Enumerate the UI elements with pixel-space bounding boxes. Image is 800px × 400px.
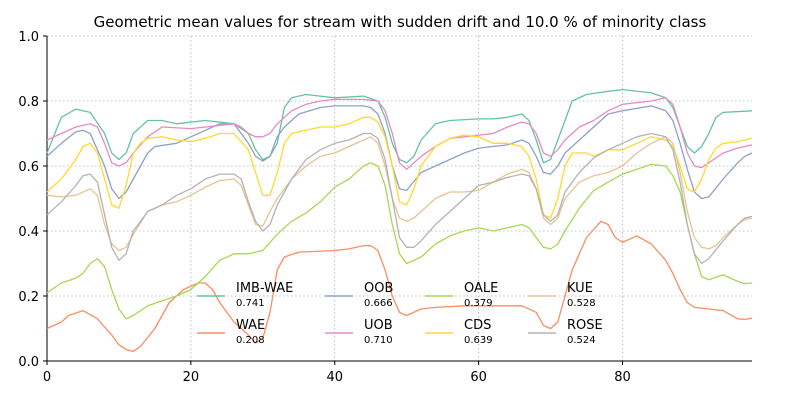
legend-value-kue: 0.528 [567, 298, 596, 309]
legend-value-imb-wae: 0.741 [236, 298, 265, 309]
x-tick-label: 0 [43, 370, 51, 385]
legend-label-imb-wae: IMB-WAE [236, 281, 293, 296]
y-tick-label: 0.6 [18, 160, 39, 175]
legend: IMB-WAE 0.741 WAE 0.208 OOB 0.666 UOB 0.710 OALE… [197, 281, 603, 346]
legend-value-uob: 0.710 [364, 335, 393, 346]
legend-label-cds: CDS [464, 318, 491, 333]
series-lines [46, 88, 753, 352]
series-line-cds [46, 116, 753, 219]
y-tick-label: 0.4 [18, 225, 39, 240]
series-line-kue [46, 136, 753, 252]
legend-label-wae: WAE [236, 318, 265, 333]
y-tick-label: 0.0 [18, 355, 39, 370]
legend-value-rose: 0.524 [567, 335, 596, 346]
legend-value-oob: 0.666 [364, 298, 393, 309]
x-tick-label: 60 [470, 370, 487, 385]
series-line-wae [46, 220, 753, 352]
series-line-rose [46, 132, 753, 265]
legend-value-wae: 0.208 [236, 335, 265, 346]
legend-value-cds: 0.639 [464, 335, 493, 346]
legend-label-rose: ROSE [567, 318, 603, 333]
legend-label-uob: UOB [364, 318, 393, 333]
y-tick-label: 1.0 [18, 30, 39, 45]
y-tick-label: 0.2 [18, 290, 39, 305]
legend-label-oale: OALE [464, 281, 498, 296]
series-line-oale [46, 162, 753, 320]
x-tick-label: 20 [183, 370, 200, 385]
chart-title: Geometric mean values for stream with su… [94, 13, 707, 31]
axes: 0 20 40 60 80 0.0 0.2 0.4 0.6 0.8 1.0 [18, 30, 752, 385]
series-line-imb-wae [46, 88, 753, 164]
x-tick-label: 40 [326, 370, 343, 385]
legend-value-oale: 0.379 [464, 298, 493, 309]
series-line-oob [46, 105, 753, 200]
x-tick-label: 80 [614, 370, 631, 385]
y-tick-label: 0.8 [18, 95, 39, 110]
legend-label-kue: KUE [567, 281, 593, 296]
legend-label-oob: OOB [364, 281, 393, 296]
